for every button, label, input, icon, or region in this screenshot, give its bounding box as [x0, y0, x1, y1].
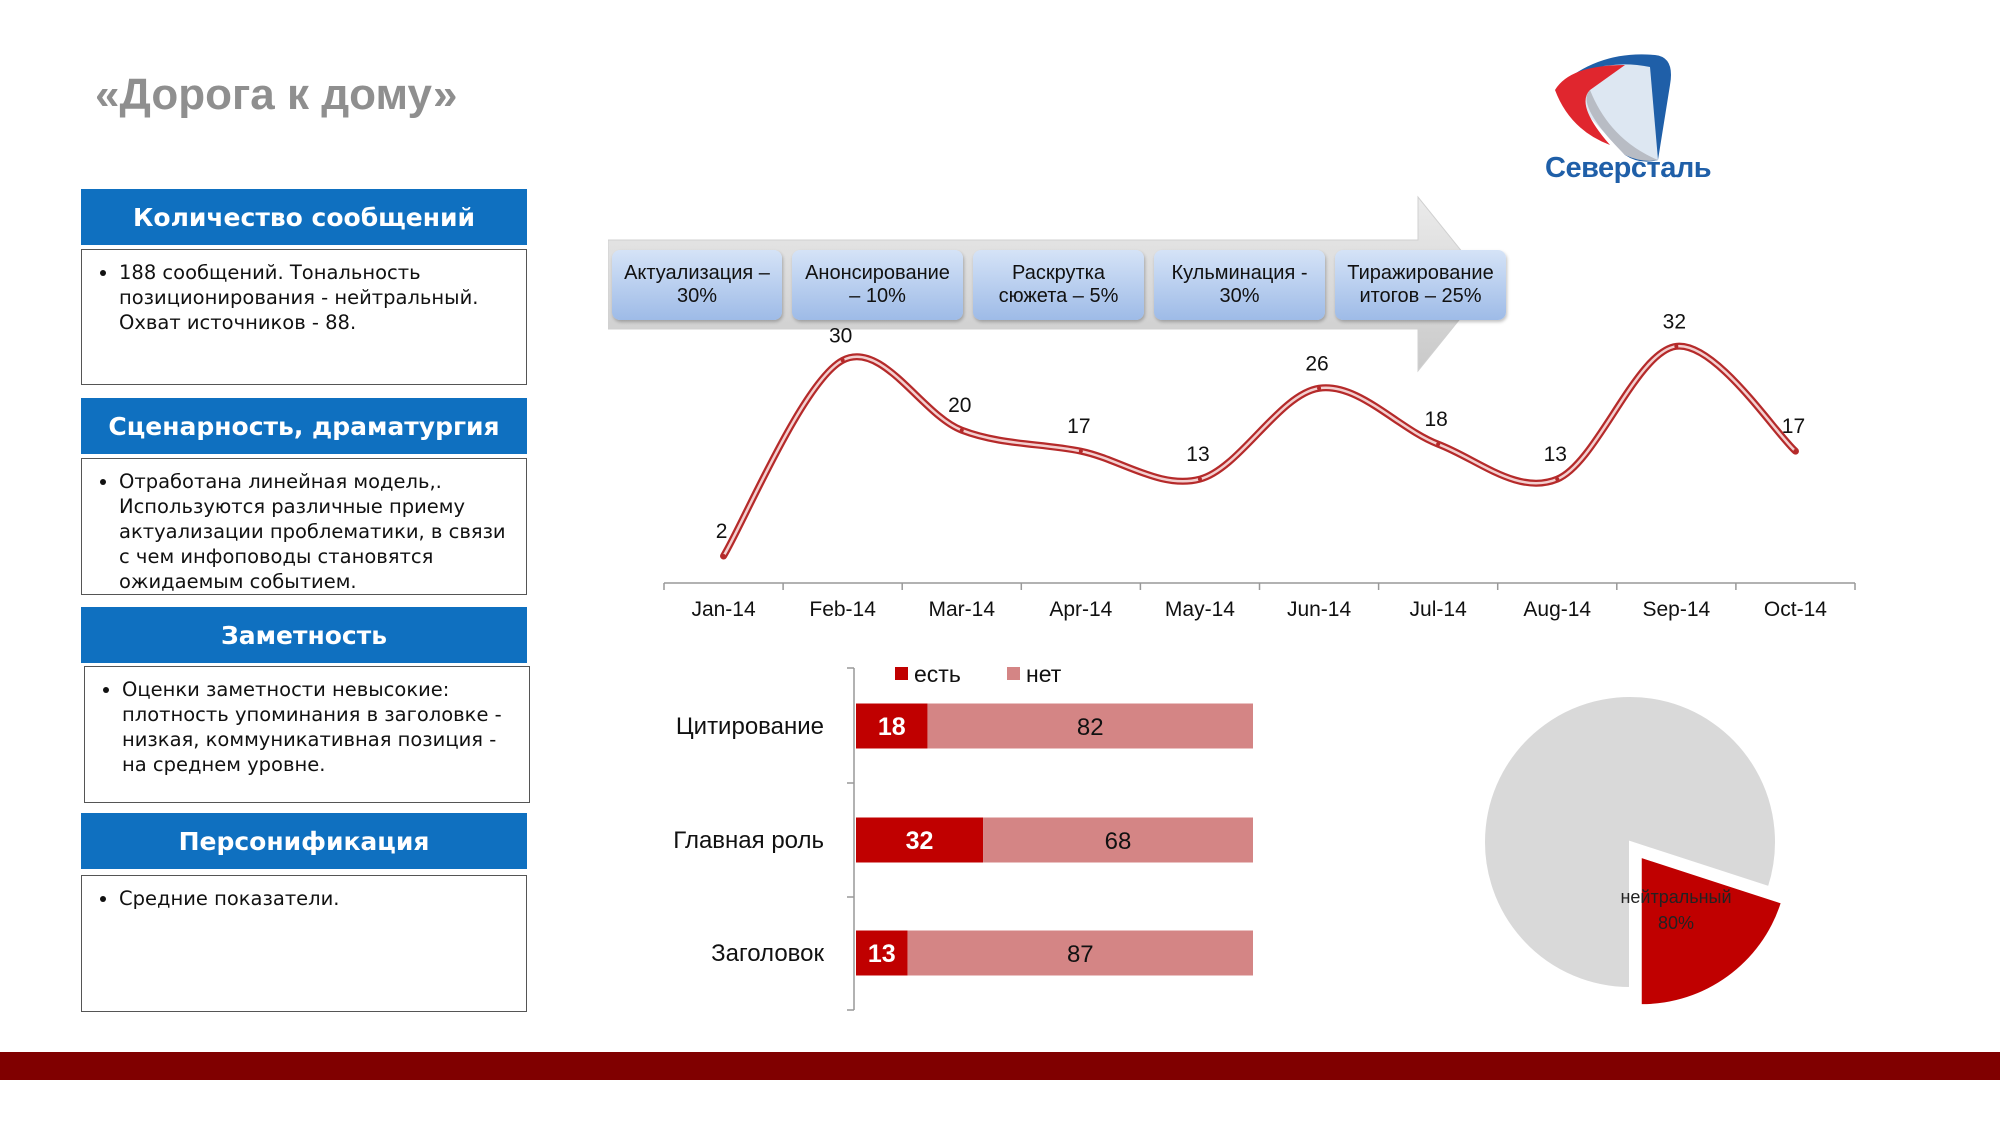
- line-data-label: 13: [1186, 443, 1209, 466]
- bar-category-label: Цитирование: [676, 713, 824, 740]
- legend-swatch: [1007, 667, 1020, 680]
- severstal-logo-icon: [1555, 54, 1671, 162]
- line-data-label: 13: [1544, 443, 1567, 466]
- stage-anonsirovanie: Анонсирование – 10%: [792, 250, 963, 320]
- bar-segment-net: [907, 930, 1253, 976]
- bar-segment-est: [856, 817, 984, 863]
- page-title: «Дорога к дому»: [95, 70, 458, 119]
- line-point: [721, 554, 726, 559]
- line-data-label: 17: [1067, 415, 1090, 438]
- pie-slice-positive: [1641, 858, 1781, 1005]
- line-data-label: 2: [716, 520, 728, 543]
- bar-data-label: 13: [868, 940, 896, 968]
- stage-aktualizatsiya: Актуализация – 30%: [612, 250, 782, 320]
- line-x-tick-label: Oct-14: [1764, 598, 1827, 621]
- section-bullet: Оценки заметности невысокие: плотность у…: [122, 677, 519, 777]
- line-point: [1317, 386, 1322, 391]
- stage-kulminatsiya: Кульминация - 30%: [1154, 250, 1325, 320]
- section-heading-message-count: Количество сообщений: [81, 189, 527, 245]
- section-bullet: 188 сообщений. Тональность позиционирова…: [119, 260, 516, 335]
- line-x-tick-label: Jun-14: [1287, 598, 1352, 621]
- line-point: [840, 358, 845, 363]
- line-x-tick-label: Jul-14: [1410, 598, 1468, 621]
- line-x-tick-label: Apr-14: [1049, 598, 1112, 621]
- legend-label: есть: [914, 661, 961, 687]
- line-x-tick-label: May-14: [1165, 598, 1235, 621]
- line-point: [1674, 344, 1679, 349]
- line-data-label: 32: [1663, 310, 1686, 333]
- bar-segment-net: [927, 703, 1253, 749]
- line-data-label: 17: [1782, 415, 1805, 438]
- pie-slice-value: 80%: [1658, 913, 1694, 933]
- section-box-visibility: Оценки заметности невысокие: плотность у…: [84, 666, 530, 803]
- bar-data-label: 18: [878, 713, 906, 741]
- line-chart: Jan-14 Feb-14 Mar-14 Apr-14 May-14 Jun-14 Jul-…: [663, 310, 1856, 621]
- bar-data-label: 82: [1077, 714, 1104, 741]
- pie-slice-name: нейтральный: [1620, 887, 1731, 907]
- bar-category-label: Заголовок: [711, 940, 824, 967]
- bar-segment-est: [856, 703, 928, 749]
- bar-category-label: Главная роль: [673, 827, 824, 854]
- legend-swatch: [895, 667, 908, 680]
- line-data-label: 20: [948, 394, 971, 417]
- line-x-tick-label: Mar-14: [928, 598, 995, 621]
- line-point: [1078, 449, 1083, 454]
- line-point: [1555, 477, 1560, 482]
- bar-segment-net: [983, 817, 1253, 863]
- section-heading-personification: Персонификация: [81, 813, 527, 869]
- line-point: [1436, 442, 1441, 447]
- line-x-tick-label: Feb-14: [809, 598, 876, 621]
- bar-chart: есть нет Цитирование 18 82 Главная роль 32 68 За…: [673, 661, 1253, 1011]
- bar-data-label: 68: [1105, 828, 1132, 855]
- line-x-tick-label: Aug-14: [1523, 598, 1591, 621]
- bar-data-label: 32: [906, 827, 934, 855]
- pie-slice-neutral: [1483, 695, 1777, 990]
- stage-raskrutka: Раскрутка сюжета – 5%: [973, 250, 1144, 320]
- section-heading-visibility: Заметность: [81, 607, 527, 663]
- line-x-tick-label: Jan-14: [691, 598, 756, 621]
- line-point: [959, 428, 964, 433]
- logo-text: Северсталь: [1545, 152, 1712, 184]
- line-data-label: 30: [829, 324, 852, 347]
- line-data-label: 18: [1424, 408, 1447, 431]
- line-data-label: 26: [1305, 352, 1328, 375]
- section-heading-scenario: Сценарность, драматургия: [81, 398, 527, 454]
- bar-segment-est: [856, 930, 908, 976]
- section-box-scenario: Отработана линейная модель,. Используютс…: [81, 458, 527, 595]
- section-box-personification: Средние показатели.: [81, 875, 527, 1012]
- legend-label: нет: [1026, 661, 1062, 687]
- section-box-message-count: 188 сообщений. Тональность позиционирова…: [81, 249, 527, 385]
- line-point: [1793, 449, 1798, 454]
- section-bullet: Средние показатели.: [119, 886, 516, 911]
- stage-tirazhirovanie: Тиражирование итогов – 25%: [1335, 250, 1506, 320]
- line-point: [1197, 477, 1202, 482]
- section-bullet: Отработана линейная модель,. Используютс…: [119, 469, 516, 594]
- line-series: [722, 345, 1797, 558]
- line-x-tick-label: Sep-14: [1642, 598, 1710, 621]
- bar-data-label: 87: [1067, 941, 1094, 968]
- bottom-bar: [0, 1052, 2000, 1080]
